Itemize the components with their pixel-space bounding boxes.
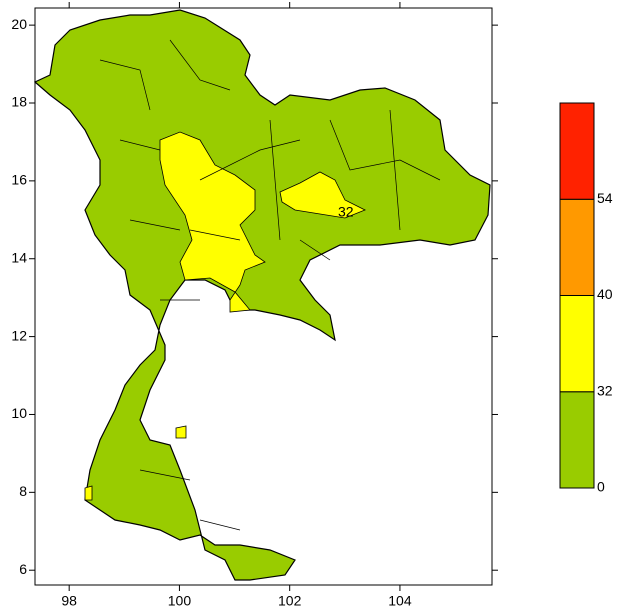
colorbar-label: 32 (597, 382, 613, 398)
x-tick-label: 102 (278, 593, 302, 609)
contour-label: 32 (338, 204, 354, 220)
province-borders (99, 39, 441, 531)
y-tick-label: 6 (19, 561, 27, 577)
colorbar-segment (559, 198, 595, 296)
y-tick-label: 14 (11, 249, 27, 265)
x-tick-label: 104 (388, 593, 412, 609)
y-tick-label: 10 (11, 405, 27, 421)
contour-region (159, 131, 266, 313)
contour-region (279, 171, 366, 219)
x-tick-label: 98 (61, 593, 77, 609)
y-tick-label: 16 (11, 172, 27, 188)
y-tick-label: 20 (11, 16, 27, 32)
y-tick-label: 12 (11, 327, 27, 343)
x-tick-label: 100 (168, 593, 192, 609)
y-tick-label: 18 (11, 94, 27, 110)
land (33, 9, 491, 581)
colorbar-segment (559, 391, 595, 489)
colorbar-segment (559, 295, 595, 393)
colorbar-label: 54 (597, 190, 613, 206)
colorbar-segment (559, 102, 595, 200)
colorbar-label: 0 (597, 479, 605, 495)
contour-region (175, 425, 187, 439)
y-tick-label: 8 (19, 483, 27, 499)
colorbar-label: 40 (597, 286, 613, 302)
contour-region (84, 485, 93, 501)
